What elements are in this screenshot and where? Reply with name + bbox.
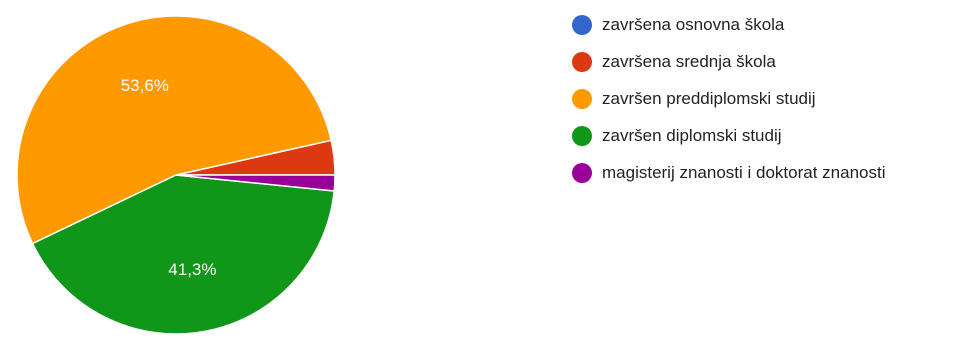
- pie-slice: [175, 174, 336, 192]
- legend-swatch: [572, 51, 592, 72]
- legend-swatch: [572, 162, 592, 183]
- pie-plot: 53,6% 41,3%: [16, 15, 336, 335]
- legend-item: završena osnovna škola: [572, 6, 885, 43]
- legend-label: magisterij znanosti i doktorat znanosti: [602, 162, 886, 182]
- legend-item: završena srednja škola: [572, 43, 885, 80]
- legend-swatch: [572, 88, 592, 109]
- legend-label: završena srednja škola: [602, 51, 776, 71]
- legend-label: završena osnovna škola: [602, 14, 785, 34]
- legend-swatch: [572, 125, 592, 146]
- legend-item: završen preddiplomski studij: [572, 80, 885, 117]
- pie-slice: [31, 174, 336, 335]
- legend-swatch: [572, 14, 592, 35]
- legend-item: završen diplomski studij: [572, 117, 885, 154]
- pie-slice: [16, 15, 333, 245]
- legend-label: završen preddiplomski studij: [602, 88, 816, 108]
- legend: završena osnovna škola završena srednja š…: [572, 6, 885, 191]
- slice-data-label: 41,3%: [168, 260, 216, 279]
- slice-data-label: 53,6%: [121, 76, 169, 95]
- legend-item: magisterij znanosti i doktorat znanosti: [572, 154, 885, 191]
- legend-label: završen diplomski studij: [602, 125, 782, 145]
